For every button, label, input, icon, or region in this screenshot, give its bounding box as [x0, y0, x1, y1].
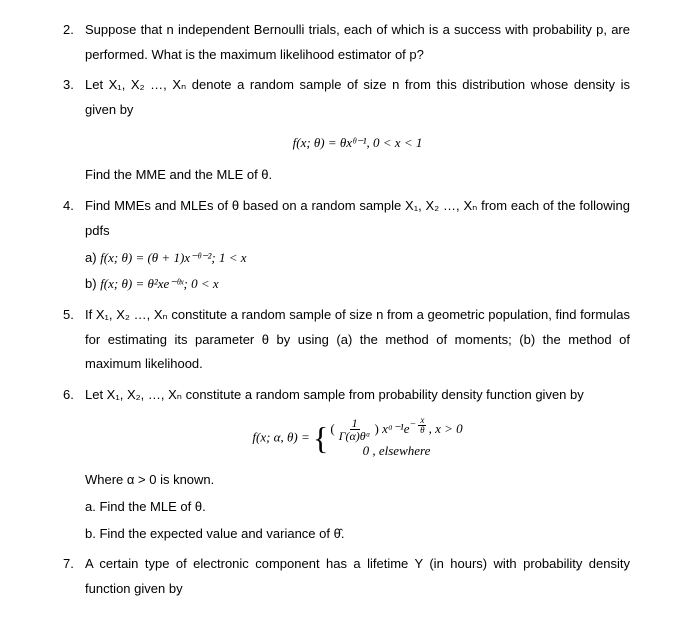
q4-intro: Find MMEs and MLEs of θ based on a rando…	[85, 194, 630, 243]
q3-number: 3.	[63, 73, 74, 98]
q6-a: a. Find the MLE of θ.	[85, 495, 630, 520]
q7-text: A certain type of electronic component h…	[85, 552, 630, 601]
question-3: 3. Let X₁, X₂ …, Xₙ denote a random samp…	[85, 73, 630, 188]
q6-b: b. Find the expected value and variance …	[85, 522, 630, 547]
q4-b: b) f(x; θ) = θ²xe⁻ᶿˣ; 0 < x	[85, 272, 630, 297]
question-6: 6. Let X₁, X₂, …, Xₙ constitute a random…	[85, 383, 630, 547]
piece-2: 0 , elsewhere	[330, 442, 462, 460]
q5-number: 5.	[63, 303, 74, 328]
q4-number: 4.	[63, 194, 74, 219]
question-5: 5. If X₁, X₂ …, Xₙ constitute a random s…	[85, 303, 630, 377]
q3-formula: f(x; θ) = θxᶿ⁻¹, 0 < x < 1	[85, 131, 630, 156]
piecewise: { (1Γ(α)θᵅ) xᵅ⁻¹e−xθ, x > 0 0 , elsewher…	[313, 416, 463, 461]
q6-formula: f(x; α, θ) = { (1Γ(α)θᵅ) xᵅ⁻¹e−xθ, x > 0…	[85, 416, 630, 461]
q2-number: 2.	[63, 18, 74, 43]
q2-text: Suppose that n independent Bernoulli tri…	[85, 18, 630, 67]
q6-where: Where α > 0 is known.	[85, 468, 630, 493]
question-7: 7. A certain type of electronic componen…	[85, 552, 630, 601]
left-brace-icon: {	[313, 422, 328, 454]
q3-intro: Let X₁, X₂ …, Xₙ denote a random sample …	[85, 73, 630, 122]
piece-1: (1Γ(α)θᵅ) xᵅ⁻¹e−xθ, x > 0	[330, 416, 462, 443]
q7-number: 7.	[63, 552, 74, 577]
question-4: 4. Find MMEs and MLEs of θ based on a ra…	[85, 194, 630, 297]
q6-intro: Let X₁, X₂, …, Xₙ constitute a random sa…	[85, 383, 630, 408]
q3-tail: Find the MME and the MLE of θ.	[85, 163, 630, 188]
q4-a: a) f(x; θ) = (θ + 1)x⁻ᶿ⁻²; 1 < x	[85, 246, 630, 271]
q5-text: If X₁, X₂ …, Xₙ constitute a random samp…	[85, 303, 630, 377]
question-2: 2. Suppose that n independent Bernoulli …	[85, 18, 630, 67]
q6-number: 6.	[63, 383, 74, 408]
